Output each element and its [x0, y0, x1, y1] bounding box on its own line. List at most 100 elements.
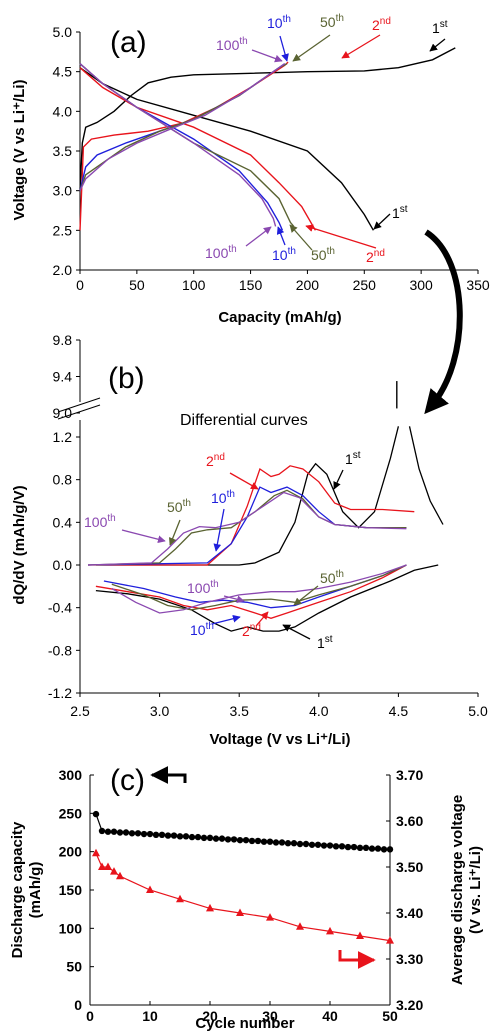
panel-c-line-right	[95, 852, 391, 942]
panel-a-arrow-2nd-discharge	[305, 224, 377, 249]
panel-c-point-voltage	[266, 913, 274, 921]
panel-c-point-capacity	[266, 838, 274, 845]
panel-c-point-capacity	[350, 843, 358, 851]
panel-c-point-capacity	[236, 836, 244, 844]
panel-c-point-capacity	[176, 833, 184, 840]
panel-a-label-50th-discharge: 50th	[311, 246, 335, 263]
panel-c-x-tick-label: 10	[142, 1008, 158, 1024]
panel-c-point-voltage	[206, 903, 214, 912]
panel-c-point-capacity	[296, 840, 304, 848]
panel-a-charge-line-10th	[79, 63, 286, 191]
panel-b-label: (b)	[108, 362, 145, 395]
panel-c-point-voltage	[176, 894, 184, 903]
panel-a-arrow-50th-charge	[292, 34, 331, 62]
panel-c-point-capacity	[314, 841, 322, 848]
panel-c-point-capacity	[200, 834, 208, 842]
panel-a-y-axis-label: Voltage (V vs Li⁺/Li)	[11, 80, 28, 221]
panel-a-arrow-10th-charge	[279, 35, 289, 62]
panel-b-y-tick-label: 0.0	[53, 557, 73, 573]
panel-b-charge-line-1st-b	[408, 426, 444, 525]
panel-c-point-capacity	[278, 839, 286, 846]
panel-b-label-10th-discharge: 10th	[190, 621, 214, 638]
panel-c-point-capacity	[362, 844, 370, 852]
panel-c-point-capacity	[356, 844, 364, 852]
panel-c-right-axis-indicator	[338, 950, 376, 969]
panel-c-point-capacity	[158, 831, 166, 838]
panel-a-label-1st-charge: 1st	[432, 19, 448, 36]
panel-b-x-tick-label: 5.0	[468, 703, 488, 719]
panel-b-arrow-10th-discharge	[211, 614, 241, 625]
panel-a-charge-line-100th	[79, 63, 286, 192]
panel-b-charge-line-100th	[87, 491, 407, 566]
panel-c-left-tick-label: 100	[59, 920, 83, 936]
panel-c-x-tick-label: 50	[382, 1008, 398, 1024]
panel-a-arrow-2nd-charge	[341, 34, 381, 59]
panel-b-y-tick-label-upper: 9.0	[53, 405, 73, 421]
panel-b-x-tick-label: 4.0	[309, 703, 329, 719]
panel-b-note: Differential curves	[180, 412, 308, 429]
panel-c-point-capacity	[284, 840, 292, 847]
panel-b-arrow-100th-discharge	[223, 595, 245, 604]
panel-a-label-50th-charge: 50th	[320, 13, 344, 30]
panel-b-charge-line-1st	[95, 426, 400, 566]
panel-b-discharge-line-1st	[95, 564, 439, 632]
panel-c-point-capacity	[380, 846, 388, 853]
panel-c-point-capacity	[302, 840, 310, 848]
panel-c-point-capacity	[194, 833, 202, 841]
panel-b-arrow-1st-discharge	[282, 624, 311, 640]
panel-b-x-tick-label: 3.0	[150, 703, 170, 719]
panel-c-left-tick-label: 150	[59, 882, 83, 898]
panel-a-arrow-50th-discharge	[289, 224, 313, 251]
panel-c-left-tick-label: 0	[74, 997, 82, 1013]
panel-c-right-tick-label: 3.20	[396, 997, 423, 1013]
panel-c-point-capacity	[308, 841, 316, 848]
panel-a-y-tick-label: 3.5	[53, 143, 73, 159]
panel-c-point-capacity	[140, 830, 148, 838]
panel-b-label-1st-charge: 1st	[345, 450, 361, 467]
panel-c-point-capacity	[272, 839, 280, 846]
panel-a-label-10th-discharge: 10th	[272, 246, 296, 263]
panel-b-charge-line-2nd	[88, 465, 415, 566]
panel-b: (b) Differential curves Voltage (V vs Li…	[11, 332, 488, 748]
panel-c-x-tick-label: 20	[202, 1008, 218, 1024]
panel-b-y-tick-label-upper: 9.8	[53, 332, 73, 348]
panel-c-x-tick-label: 40	[322, 1008, 338, 1024]
panel-a-arrow-1st-charge	[429, 38, 446, 52]
panel-b-axis-break	[57, 404, 101, 420]
panel-c-right-tick-label: 3.40	[396, 905, 423, 921]
panel-c-point-capacity	[338, 843, 346, 850]
panel-a-label-1st-discharge: 1st	[392, 204, 408, 221]
panel-c-left-tick-label: 250	[59, 805, 83, 821]
panel-a-arrow-1st-discharge	[373, 213, 391, 230]
panel-b-y-tick-label: 0.8	[53, 472, 73, 488]
panel-c-point-capacity	[260, 838, 268, 845]
panel-b-arrow-10th-charge	[213, 508, 225, 552]
panel-b-y-tick-label-upper: 9.4	[53, 369, 73, 385]
panel-a-x-tick-label: 50	[129, 277, 145, 293]
panel-b-label-2nd-discharge: 2nd	[242, 622, 261, 639]
panel-a-label: (a)	[110, 26, 147, 59]
panel-c-left-axis-indicator	[150, 766, 187, 784]
panel-b-label-100th-charge: 100th	[84, 513, 116, 530]
panel-c-point-voltage	[236, 908, 244, 916]
panel-a-label-100th-discharge: 100th	[205, 244, 237, 261]
curved-arrow	[424, 229, 463, 415]
panel-c: (c) Cycle number 0 10 20 30 40 50 0 50 100 150 200…	[9, 764, 484, 1032]
panel-c-point-capacity	[170, 832, 178, 839]
panel-c-label: (c)	[110, 764, 145, 797]
panel-c-right-axis-label-unit: (V vs. Li⁺/Li)	[467, 846, 484, 934]
panel-c-x-axis-label: Cycle number	[195, 1015, 294, 1032]
panel-c-point-capacity	[386, 846, 394, 853]
panel-b-arrow-50th-discharge	[293, 585, 319, 606]
panel-a-arrow-100th-charge	[251, 49, 283, 63]
panel-c-point-voltage	[386, 936, 394, 944]
panel-c-x-tick-label: 30	[262, 1008, 278, 1024]
panel-c-point-capacity	[224, 836, 232, 843]
panel-c-point-capacity	[254, 837, 262, 845]
panel-c-point-capacity	[182, 833, 190, 840]
panel-c-point-capacity	[110, 828, 118, 835]
panel-b-arrow-2nd-discharge	[255, 611, 269, 627]
panel-b-x-tick-label: 3.5	[229, 703, 249, 719]
panel-c-point-voltage	[92, 848, 100, 857]
